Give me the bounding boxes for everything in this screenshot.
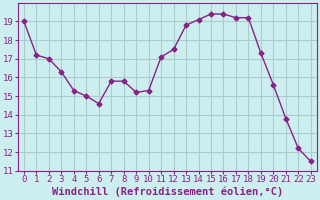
X-axis label: Windchill (Refroidissement éolien,°C): Windchill (Refroidissement éolien,°C) <box>52 187 283 197</box>
